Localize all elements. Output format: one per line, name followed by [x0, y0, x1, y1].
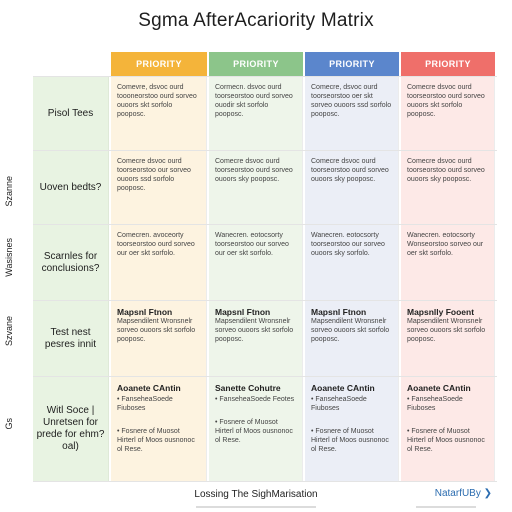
matrix-cell: Comevre, dsvoc ourd toooneorstoo ourd so…	[111, 77, 207, 151]
matrix-cell: Comecre, dsvoc ourd toorseorstoo oer skt…	[305, 77, 399, 151]
row-label: Test nest pesres innit	[33, 301, 109, 377]
matrix-cell: Comecren. avoceorty toorseorstoo ourd so…	[111, 225, 207, 301]
matrix-row: Scarnles for conclusions? Comecren. avoc…	[33, 224, 497, 301]
cell-note: • Fosnere of Muosot Hirterl of Moos ousn…	[407, 428, 485, 453]
matrix-cell: Wanecren. eotocsorty toorseorstoo our so…	[305, 225, 399, 301]
column-header-priority-4: PRIORITY	[401, 52, 495, 77]
matrix-cell: Comecre dsvoc ourd toorseorstoo ourd sor…	[305, 151, 399, 225]
column-header-priority-1: PRIORITY	[111, 52, 207, 77]
matrix-cell: Mapsnlly Fooent Mapsendilent Wronsnelr s…	[401, 301, 495, 377]
footer-caption: Lossing The SighMarisation	[194, 489, 318, 500]
cell-bullet: • FanseheaSoede Fiuboses	[117, 396, 173, 412]
cell-bullet: • FanseheaSoede Fiuboses	[311, 396, 367, 412]
cell-bullet: • FanseheaSoede Feotes	[215, 396, 295, 403]
cell-note: • Fosnere of Muosot Hirterl of Moos ousn…	[117, 428, 195, 453]
cell-heading: Mapsnl Ftnon	[311, 307, 367, 317]
cell-heading: Aoanete CAntin	[311, 383, 375, 393]
matrix-grid: PRIORITY PRIORITY PRIORITY PRIORITY Piso…	[33, 52, 497, 482]
matrix-cell: Comecre dsvoc ourd toorseorstoo ourd sor…	[401, 77, 495, 151]
matrix-row: Witl Soce | Unretsen for prede for ehm? …	[33, 376, 497, 482]
side-label: Szvane	[4, 316, 14, 347]
cell-text: Mapsendilent Wronsnelr sorveo ouoors skt…	[407, 318, 486, 343]
matrix-cell: Aoanete CAntin • FanseheaSoede Fiuboses …	[111, 377, 207, 481]
cell-heading: Mapsnl Ftnon	[215, 307, 271, 317]
matrix-cell: Mapsnl Ftnon Mapsendilent Wronsnelr sorv…	[209, 301, 303, 377]
matrix-cell: Sanette Cohutre • FanseheaSoede Feotes •…	[209, 377, 303, 481]
matrix-cell: Wanecren. eotocsorty Wonseorstoo sorveo …	[401, 225, 495, 301]
row-label: Uoven bedts?	[33, 151, 109, 225]
cell-text: Mapsendilent Wronsnelr sorveo ouoors skt…	[311, 318, 390, 343]
footer-divider	[196, 506, 316, 508]
cell-heading: Aoanete CAntin	[117, 383, 181, 393]
side-label: Wasisnes	[4, 238, 14, 277]
matrix-row: Pisol Tees Comevre, dsvoc ourd toooneors…	[33, 76, 497, 151]
matrix-cell: Comecre dsvoc ourd toorseorstoo our sorv…	[111, 151, 207, 225]
matrix-row: Uoven bedts? Comecre dsvoc ourd toorseor…	[33, 150, 497, 225]
cell-text: Mapsendilent Wronsnelr sorveo ouoors skt…	[215, 318, 294, 343]
cell-heading: Mapsnlly Fooent	[407, 307, 475, 317]
cell-heading: Aoanete CAntin	[407, 383, 471, 393]
column-header-priority-2: PRIORITY	[209, 52, 303, 77]
matrix-cell: Cormecn. dsvoc ourd toorseorstoo ourd so…	[209, 77, 303, 151]
side-label: Gs	[4, 418, 14, 430]
matrix-cell: Aoanete CAntin • FanseheaSoede Fiuboses …	[305, 377, 399, 481]
cell-heading: Mapsnl Ftnon	[117, 307, 173, 317]
matrix-cell: Comecre dsvoc ourd toorseorstoo ourd sor…	[209, 151, 303, 225]
matrix-cell: Aoanete CAntin • FanseheaSoede Fiuboses …	[401, 377, 495, 481]
cell-text: Mapsendilent Wronsnelr sorveo ouoors skt…	[117, 318, 196, 343]
row-label: Scarnles for conclusions?	[33, 225, 109, 301]
row-label: Pisol Tees	[33, 77, 109, 151]
cell-heading: Sanette Cohutre	[215, 383, 281, 393]
matrix-cell: Mapsnl Ftnon Mapsendilent Wronsnelr sorv…	[305, 301, 399, 377]
side-label: Szanne	[4, 176, 14, 207]
matrix-cell: Comecre dsvoc ourd toorseorstoo ourd sor…	[401, 151, 495, 225]
footer-divider	[416, 506, 476, 508]
row-label: Witl Soce | Unretsen for prede for ehm? …	[33, 377, 109, 481]
matrix-cell: Mapsnl Ftnon Mapsendilent Wronsnelr sorv…	[111, 301, 207, 377]
cell-note: • Fosnere of Muosot Hirterl of Moos ousn…	[215, 419, 293, 444]
page-title: Sgma AfterAcariority Matrix	[138, 10, 374, 31]
cell-bullet: • FanseheaSoede Fiuboses	[407, 396, 463, 412]
cell-note: • Fosnere of Muosot Hirterl of Moos ousn…	[311, 428, 389, 453]
footer-next-link[interactable]: NatarfUBy ❯	[434, 488, 492, 499]
column-header-priority-3: PRIORITY	[305, 52, 399, 77]
matrix-row: Test nest pesres innit Mapsnl Ftnon Maps…	[33, 300, 497, 377]
matrix-cell: Wanecren. eotocsorty toorseorstoo our so…	[209, 225, 303, 301]
